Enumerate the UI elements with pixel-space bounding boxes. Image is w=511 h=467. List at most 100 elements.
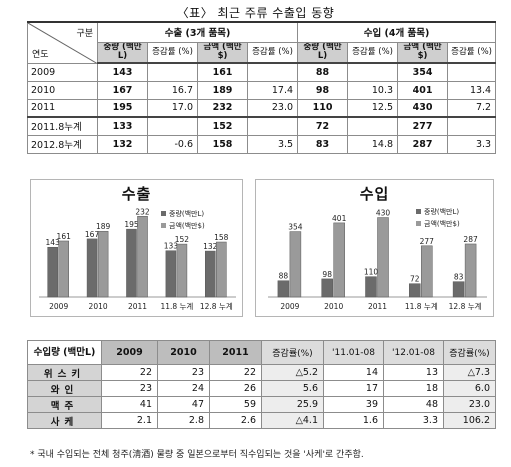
value-cell: 3.3 bbox=[447, 134, 497, 154]
value-cell: 17.0 bbox=[147, 98, 198, 118]
column-header: 2009 bbox=[101, 340, 158, 365]
value-cell: △5.2 bbox=[261, 364, 324, 381]
table-row: 2009 143 161 88 354 bbox=[27, 62, 497, 82]
sub-header: 증감률 (%) bbox=[447, 41, 497, 64]
value-cell: 6.0 bbox=[443, 380, 496, 397]
column-header: 증감률(%) bbox=[261, 340, 324, 365]
bar bbox=[137, 216, 148, 298]
corner-label-year: 연도 bbox=[32, 49, 49, 60]
value-cell: 2.6 bbox=[209, 412, 262, 429]
value-cell: 110 bbox=[297, 98, 349, 118]
bar bbox=[58, 240, 69, 298]
row-label: 와인 bbox=[27, 380, 102, 397]
value-cell: 47 bbox=[157, 396, 210, 413]
bar bbox=[277, 280, 290, 298]
value-cell: 7.2 bbox=[447, 98, 497, 118]
x-tick-label: 12.8 누계 bbox=[200, 301, 233, 311]
value-cell: 232 bbox=[197, 98, 248, 118]
legend-swatch bbox=[416, 221, 421, 226]
value-cell: 16.7 bbox=[147, 80, 198, 100]
x-tick-label: 2011 bbox=[128, 302, 147, 311]
value-cell bbox=[447, 62, 497, 82]
value-cell: 5.6 bbox=[261, 380, 324, 397]
bar bbox=[421, 245, 433, 298]
sub-header: 증감률 (%) bbox=[246, 41, 299, 64]
data-label: 232 bbox=[135, 207, 150, 216]
table-row: 2011.8누계 133 152 72 277 bbox=[27, 116, 497, 136]
data-label: 152 bbox=[175, 235, 190, 244]
data-label: 354 bbox=[288, 223, 303, 232]
x-tick-label: 2010 bbox=[324, 302, 343, 311]
value-cell: 167 bbox=[97, 80, 148, 100]
value-cell: 83 bbox=[297, 134, 349, 154]
table-corner-cell: 구분 연도 bbox=[27, 21, 98, 64]
value-cell: 277 bbox=[397, 116, 449, 136]
data-label: 401 bbox=[332, 214, 347, 223]
bar bbox=[205, 250, 216, 298]
value-cell: 10.3 bbox=[347, 80, 399, 100]
data-label: 83 bbox=[454, 273, 464, 282]
value-cell bbox=[447, 116, 497, 136]
x-tick-label: 11.8 누계 bbox=[405, 301, 438, 311]
bar bbox=[176, 243, 188, 298]
row-label: 맥주 bbox=[27, 396, 102, 413]
value-cell: 2.8 bbox=[157, 412, 210, 429]
value-cell: 3.5 bbox=[246, 134, 299, 154]
data-label: 98 bbox=[322, 270, 332, 279]
value-cell: 23.0 bbox=[443, 396, 496, 413]
bar bbox=[464, 243, 477, 298]
bar bbox=[97, 230, 109, 298]
value-cell: 39 bbox=[323, 396, 384, 413]
table-row: 사케 2.1 2.8 2.6 △4.1 1.6 3.3 106.2 bbox=[27, 412, 496, 429]
value-cell: 98 bbox=[297, 80, 349, 100]
bar bbox=[377, 217, 389, 298]
column-header: 2010 bbox=[157, 340, 210, 365]
bar bbox=[409, 283, 421, 298]
x-tick-label: 11.8 누계 bbox=[160, 301, 193, 311]
table-row: 위스키 22 23 22 △5.2 14 13 △7.3 bbox=[27, 364, 496, 381]
value-cell: 59 bbox=[209, 396, 262, 413]
value-cell: 26 bbox=[209, 380, 262, 397]
data-label: 277 bbox=[420, 237, 435, 246]
export-chart: 수출 143 161 2009 167 189 2010 195 232 2011 133 152 1… bbox=[30, 179, 243, 317]
table-row: 와인 23 24 26 5.6 17 18 6.0 bbox=[27, 380, 496, 397]
value-cell: 24 bbox=[157, 380, 210, 397]
legend-label: 중량(백만L) bbox=[169, 209, 204, 218]
value-cell: 22 bbox=[101, 364, 158, 381]
bar bbox=[86, 238, 98, 298]
value-cell: 25.9 bbox=[261, 396, 324, 413]
value-cell: 106.2 bbox=[443, 412, 496, 429]
data-label: 287 bbox=[463, 235, 478, 244]
value-cell bbox=[246, 116, 299, 136]
corner-label-category: 구분 bbox=[76, 29, 93, 39]
value-cell: 158 bbox=[197, 134, 248, 154]
value-cell: 23 bbox=[157, 364, 210, 381]
value-cell bbox=[147, 116, 198, 136]
diagonal-line bbox=[28, 24, 96, 62]
legend-swatch bbox=[416, 209, 421, 214]
data-label: 161 bbox=[57, 232, 72, 241]
chart-plot: 88 354 2009 98 401 2010 110 430 2011 72 277 11.8 누계… bbox=[268, 207, 487, 311]
column-header: 증감률(%) bbox=[443, 340, 496, 365]
value-cell: 13.4 bbox=[447, 80, 497, 100]
year-cell: 2011.8누계 bbox=[27, 116, 98, 136]
sub-header: 중량 (백만L) bbox=[97, 41, 148, 64]
data-label: 132 bbox=[203, 242, 218, 251]
value-cell: △4.1 bbox=[261, 412, 324, 429]
data-label: 430 bbox=[376, 209, 391, 218]
value-cell: 41 bbox=[101, 396, 158, 413]
bar bbox=[289, 231, 302, 298]
value-cell: 161 bbox=[197, 62, 248, 82]
value-cell: 133 bbox=[97, 116, 148, 136]
data-label: 158 bbox=[214, 233, 229, 242]
bar bbox=[365, 276, 377, 298]
chart-title: 수입 bbox=[359, 185, 390, 203]
x-tick-label: 2011 bbox=[368, 302, 387, 311]
year-cell: 2012.8누계 bbox=[27, 134, 98, 154]
data-label: 110 bbox=[364, 268, 379, 277]
bar bbox=[333, 222, 345, 298]
value-cell: 72 bbox=[297, 116, 349, 136]
trade-summary-table: 구분 연도 수출 (3개 품목) 수입 (4개 품목) 중량 (백만L) 증감률… bbox=[27, 21, 497, 154]
row-label: 사케 bbox=[27, 412, 102, 429]
